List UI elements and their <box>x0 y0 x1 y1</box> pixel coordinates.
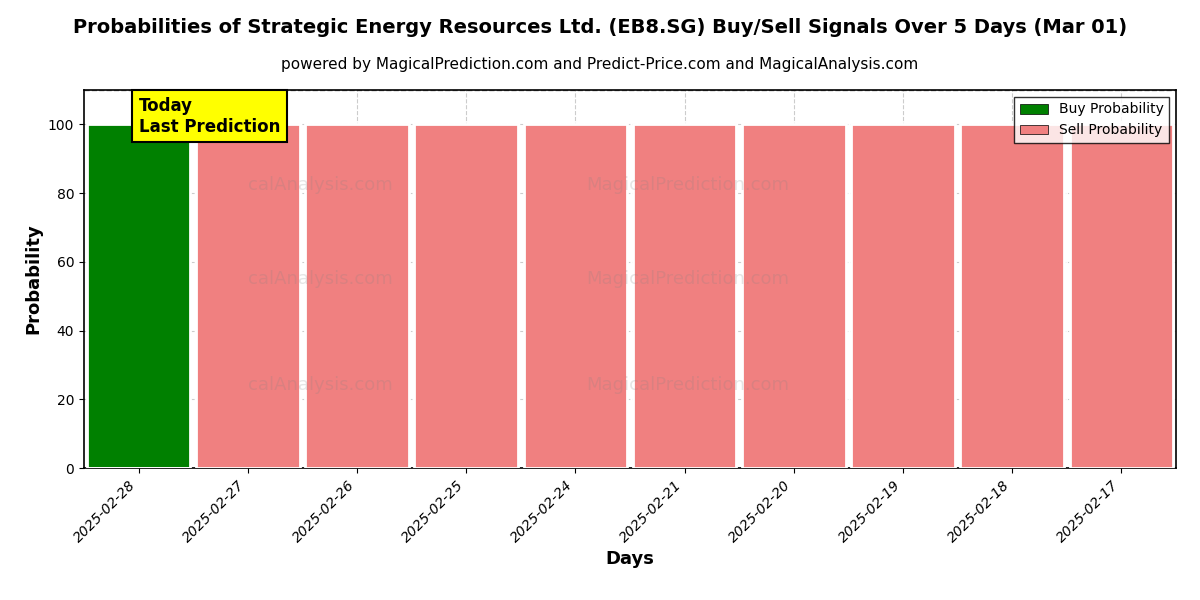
Bar <box>742 124 846 468</box>
Text: Today
Last Prediction: Today Last Prediction <box>139 97 280 136</box>
Bar <box>1069 124 1174 468</box>
Bar <box>960 124 1064 468</box>
Text: calAnalysis.com: calAnalysis.com <box>248 270 392 288</box>
Text: powered by MagicalPrediction.com and Predict-Price.com and MagicalAnalysis.com: powered by MagicalPrediction.com and Pre… <box>281 57 919 72</box>
Text: calAnalysis.com: calAnalysis.com <box>248 175 392 193</box>
Legend: Buy Probability, Sell Probability: Buy Probability, Sell Probability <box>1014 97 1169 143</box>
X-axis label: Days: Days <box>606 550 654 568</box>
Bar <box>523 124 628 468</box>
Text: MagicalPrediction.com: MagicalPrediction.com <box>587 376 790 394</box>
Y-axis label: Probability: Probability <box>24 224 42 334</box>
Text: MagicalPrediction.com: MagicalPrediction.com <box>587 175 790 193</box>
Bar <box>86 124 191 468</box>
Bar <box>196 124 300 468</box>
Bar <box>414 124 518 468</box>
Bar <box>305 124 409 468</box>
Text: Probabilities of Strategic Energy Resources Ltd. (EB8.SG) Buy/Sell Signals Over : Probabilities of Strategic Energy Resour… <box>73 18 1127 37</box>
Bar <box>851 124 955 468</box>
Text: calAnalysis.com: calAnalysis.com <box>248 376 392 394</box>
Text: MagicalPrediction.com: MagicalPrediction.com <box>587 270 790 288</box>
Bar <box>632 124 737 468</box>
